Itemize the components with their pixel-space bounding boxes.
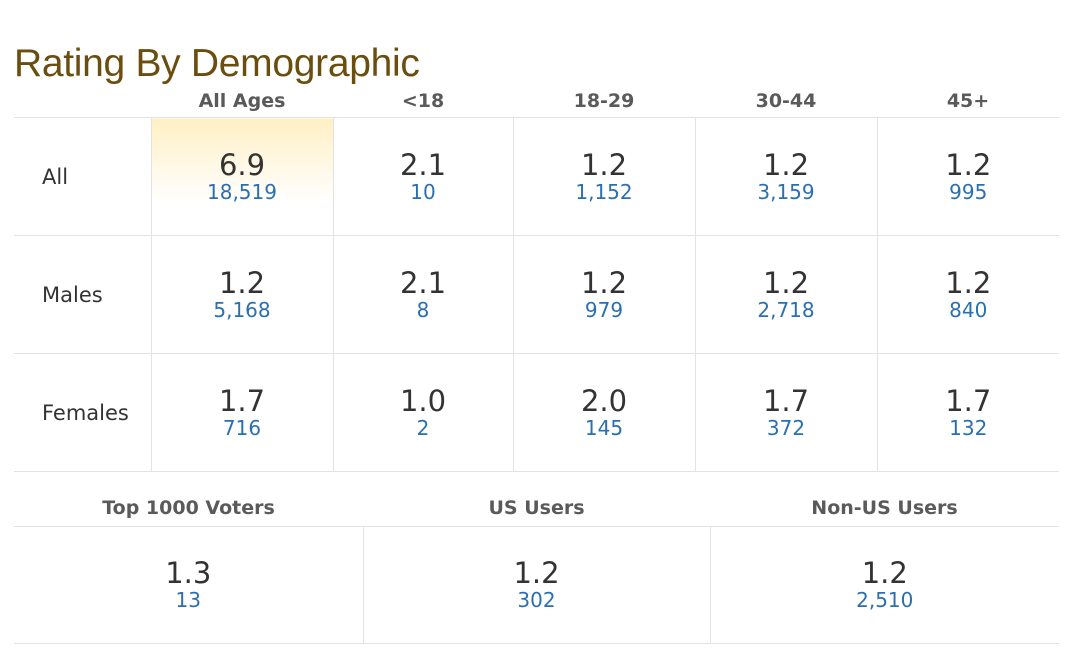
rating-cell: 1.2 840 bbox=[876, 235, 1059, 354]
rating-cell: 1.2 1,152 bbox=[512, 117, 695, 236]
column-header-top-1000-voters: Top 1000 Voters bbox=[14, 490, 363, 527]
rating-value: 1.2 bbox=[580, 265, 628, 300]
rating-value: 2.1 bbox=[399, 147, 447, 182]
header-row: All Ages <18 18-29 30-44 45+ bbox=[14, 84, 1059, 118]
row-label-all: All bbox=[14, 117, 151, 236]
rating-cell: 1.0 2 bbox=[332, 353, 513, 472]
demographic-table: All Ages <18 18-29 30-44 45+ All 6.9 18,… bbox=[14, 84, 1059, 472]
votes-link[interactable]: 132 bbox=[949, 415, 988, 440]
votes-link[interactable]: 10 bbox=[410, 179, 436, 204]
votes-link[interactable]: 3,159 bbox=[757, 179, 815, 204]
votes-link[interactable]: 2,510 bbox=[856, 588, 914, 612]
votes-link[interactable]: 8 bbox=[416, 297, 430, 322]
votes-link[interactable]: 302 bbox=[517, 588, 556, 612]
page-title: Rating By Demographic bbox=[14, 42, 420, 86]
rating-value: 1.2 bbox=[762, 147, 810, 182]
rating-cell: 1.3 13 bbox=[14, 526, 363, 644]
row-label-females: Females bbox=[14, 353, 151, 472]
votes-link[interactable]: 2 bbox=[416, 415, 430, 440]
votes-link[interactable]: 979 bbox=[584, 297, 624, 322]
rating-value: 1.7 bbox=[945, 383, 992, 418]
rating-cell: 2.1 10 bbox=[332, 117, 513, 236]
voter-groups-table: Top 1000 Voters US Users Non-US Users 1.… bbox=[14, 490, 1059, 644]
rating-cell: 1.2 3,159 bbox=[694, 117, 877, 236]
rating-value: 1.2 bbox=[580, 147, 628, 182]
rating-value: 1.7 bbox=[762, 383, 810, 418]
corner-cell bbox=[14, 84, 151, 118]
rating-value: 2.1 bbox=[399, 265, 447, 300]
votes-link[interactable]: 840 bbox=[949, 297, 988, 322]
column-header-45-plus: 45+ bbox=[877, 84, 1059, 118]
column-header-18-29: 18-29 bbox=[513, 84, 695, 118]
votes-link[interactable]: 5,168 bbox=[213, 297, 271, 322]
rating-cell: 1.2 2,510 bbox=[709, 526, 1059, 644]
rating-cell: 1.2 302 bbox=[362, 526, 710, 644]
header-row: Top 1000 Voters US Users Non-US Users bbox=[14, 490, 1059, 527]
rating-cell: 2.1 8 bbox=[332, 235, 513, 354]
rating-value: 1.3 bbox=[165, 556, 212, 590]
votes-link[interactable]: 145 bbox=[584, 415, 624, 440]
rating-cell: 6.9 18,519 bbox=[150, 117, 333, 236]
rating-value: 2.0 bbox=[580, 383, 628, 418]
rating-value: 1.7 bbox=[218, 383, 266, 418]
rating-cell: 1.7 716 bbox=[150, 353, 333, 472]
column-header-under-18: <18 bbox=[333, 84, 513, 118]
rating-cell: 1.2 979 bbox=[512, 235, 695, 354]
votes-link[interactable]: 372 bbox=[766, 415, 806, 440]
table-row: 1.3 13 1.2 302 1.2 2,510 bbox=[14, 526, 1059, 644]
column-header-non-us-users: Non-US Users bbox=[710, 490, 1059, 527]
votes-link[interactable]: 13 bbox=[175, 588, 201, 612]
rating-cell: 1.2 995 bbox=[876, 117, 1059, 236]
votes-link[interactable]: 716 bbox=[222, 415, 262, 440]
rating-value: 1.2 bbox=[945, 147, 992, 182]
row-label-males: Males bbox=[14, 235, 151, 354]
rating-cell: 1.7 372 bbox=[694, 353, 877, 472]
votes-link[interactable]: 995 bbox=[949, 179, 988, 204]
rating-cell: 1.2 5,168 bbox=[150, 235, 333, 354]
rating-value: 1.2 bbox=[218, 265, 266, 300]
table-row: Males 1.2 5,168 2.1 8 1.2 979 1.2 2,718 … bbox=[14, 235, 1059, 354]
table-row: Females 1.7 716 1.0 2 2.0 145 1.7 372 1.… bbox=[14, 353, 1059, 472]
rating-value: 1.2 bbox=[513, 556, 560, 590]
column-header-all-ages: All Ages bbox=[151, 84, 333, 118]
rating-cell: 1.2 2,718 bbox=[694, 235, 877, 354]
rating-value: 1.2 bbox=[762, 265, 810, 300]
votes-link[interactable]: 18,519 bbox=[207, 179, 277, 204]
votes-link[interactable]: 2,718 bbox=[757, 297, 815, 322]
rating-cell: 1.7 132 bbox=[876, 353, 1059, 472]
column-header-30-44: 30-44 bbox=[695, 84, 877, 118]
rating-cell: 2.0 145 bbox=[512, 353, 695, 472]
rating-value: 1.2 bbox=[945, 265, 992, 300]
rating-value: 1.0 bbox=[399, 383, 447, 418]
table-row: All 6.9 18,519 2.1 10 1.2 1,152 1.2 3,15… bbox=[14, 117, 1059, 236]
rating-value: 1.2 bbox=[861, 556, 908, 590]
column-header-us-users: US Users bbox=[363, 490, 710, 527]
rating-value: 6.9 bbox=[218, 147, 266, 182]
votes-link[interactable]: 1,152 bbox=[575, 179, 633, 204]
